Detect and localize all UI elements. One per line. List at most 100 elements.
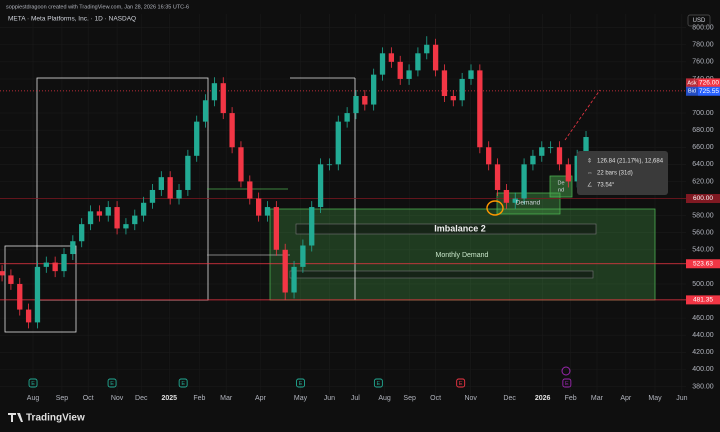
candle-body [96, 211, 103, 216]
event-icon [456, 378, 466, 388]
price-label-bg [686, 194, 720, 204]
event-icon [28, 378, 38, 388]
candle-body [87, 211, 94, 225]
x-tick-label: Oct [83, 395, 94, 402]
event-icon [562, 378, 572, 388]
event-icon [373, 378, 383, 388]
x-tick-label: Mar [220, 395, 233, 402]
candle-body [494, 164, 501, 190]
currency-button[interactable] [687, 14, 711, 27]
currency-label[interactable]: USD [693, 18, 706, 24]
y-tick-label: 500.00 [692, 281, 714, 288]
x-tick-label: Aug [27, 395, 40, 402]
candle-body [70, 241, 76, 255]
price-label-name-bg [686, 78, 698, 88]
candle-body [503, 189, 510, 203]
candle-body [397, 61, 403, 79]
price-label-bg [698, 78, 720, 88]
candle-body [176, 189, 182, 199]
event-label: E [377, 381, 381, 387]
candle-body [317, 164, 324, 208]
event-icon [107, 378, 117, 388]
candle-body [43, 262, 49, 267]
candle-body [264, 207, 271, 216]
y-tick-label: 420.00 [692, 349, 714, 356]
candle-body [185, 155, 191, 190]
candle-body [362, 96, 368, 105]
candle-body [459, 78, 465, 101]
candle-body [8, 275, 14, 284]
candle-body [441, 70, 448, 97]
event-label: E [459, 381, 463, 387]
candle-body [424, 44, 430, 54]
candle-body [583, 137, 589, 156]
price-lines [0, 90, 686, 301]
candle-body [282, 249, 288, 293]
event-label: E [299, 381, 303, 387]
price-label-name-bg [686, 86, 698, 96]
x-tick-label: Dec [135, 395, 148, 402]
event-label: E [565, 381, 569, 387]
candle-body [238, 147, 244, 182]
x-tick-label: 2025 [161, 395, 177, 402]
x-tick-label: Aug [378, 395, 391, 402]
candle-body [202, 100, 209, 122]
candle-body [273, 207, 280, 250]
candle-body [432, 44, 439, 71]
candle-body [247, 181, 253, 199]
candle-body [140, 202, 147, 216]
candle-body [468, 70, 474, 79]
x-tick-label: Mar [591, 395, 604, 402]
y-tick-label: 640.00 [692, 161, 714, 168]
event-label: E [31, 381, 35, 387]
measure-box: ⇕ ⇔ ∠ 126.84 (21.17%), 12,684 22 bars (3… [577, 151, 668, 195]
candle-body [371, 74, 377, 105]
candle-body [353, 96, 359, 114]
projection-line [564, 89, 601, 141]
candle-body [158, 177, 164, 190]
imbalance-label: Imbalance 2 [434, 223, 486, 233]
footer [0, 404, 720, 432]
demand-label: Demand [516, 200, 541, 207]
candle-body [450, 96, 456, 101]
candle-body [194, 121, 200, 156]
x-tick-label: Nov [111, 395, 124, 402]
candle-body [530, 155, 536, 165]
measure-text: 126.84 (21.17%), 12,684 [597, 159, 664, 165]
measure-text: 73.54° [597, 183, 615, 189]
x-tick-label: May [648, 395, 662, 402]
price-label-name: Ask [687, 80, 696, 86]
price-label: 523.63 [693, 260, 713, 267]
x-tick-label: Sep [56, 395, 69, 402]
candle-body [123, 224, 129, 229]
y-tick-label: 440.00 [692, 332, 714, 339]
y-tick-label: 700.00 [692, 110, 714, 117]
x-tick-label: Sep [403, 395, 416, 402]
candle-body [61, 254, 67, 272]
x-tick-label: Feb [565, 395, 577, 402]
candle-body [309, 207, 315, 246]
candles [0, 36, 589, 329]
y-tick-label: 760.00 [692, 59, 714, 66]
y-tick-label: 460.00 [692, 315, 714, 322]
y-tick-label: 620.00 [692, 178, 714, 185]
candle-body [34, 266, 41, 323]
brand: TradingView [26, 413, 85, 424]
annotation-labels: Imbalance 2 Monthly Demand Demand De nd [434, 180, 564, 258]
highlight-circle [486, 200, 504, 216]
event-icon [178, 378, 188, 388]
candle-body [211, 83, 218, 101]
y-tick-label: 800.00 [692, 25, 714, 32]
measure-text: 22 bars (31d) [597, 171, 633, 177]
candle-body [0, 271, 5, 276]
candle-body [521, 164, 527, 199]
demand-small-label: De [557, 180, 564, 186]
candle-body [105, 207, 111, 216]
price-label: 725.55 [699, 88, 719, 95]
candle-body [167, 177, 173, 199]
grid [0, 14, 686, 395]
x-tick-label: Oct [430, 395, 441, 402]
measure-icon: ⇕ [587, 158, 592, 165]
